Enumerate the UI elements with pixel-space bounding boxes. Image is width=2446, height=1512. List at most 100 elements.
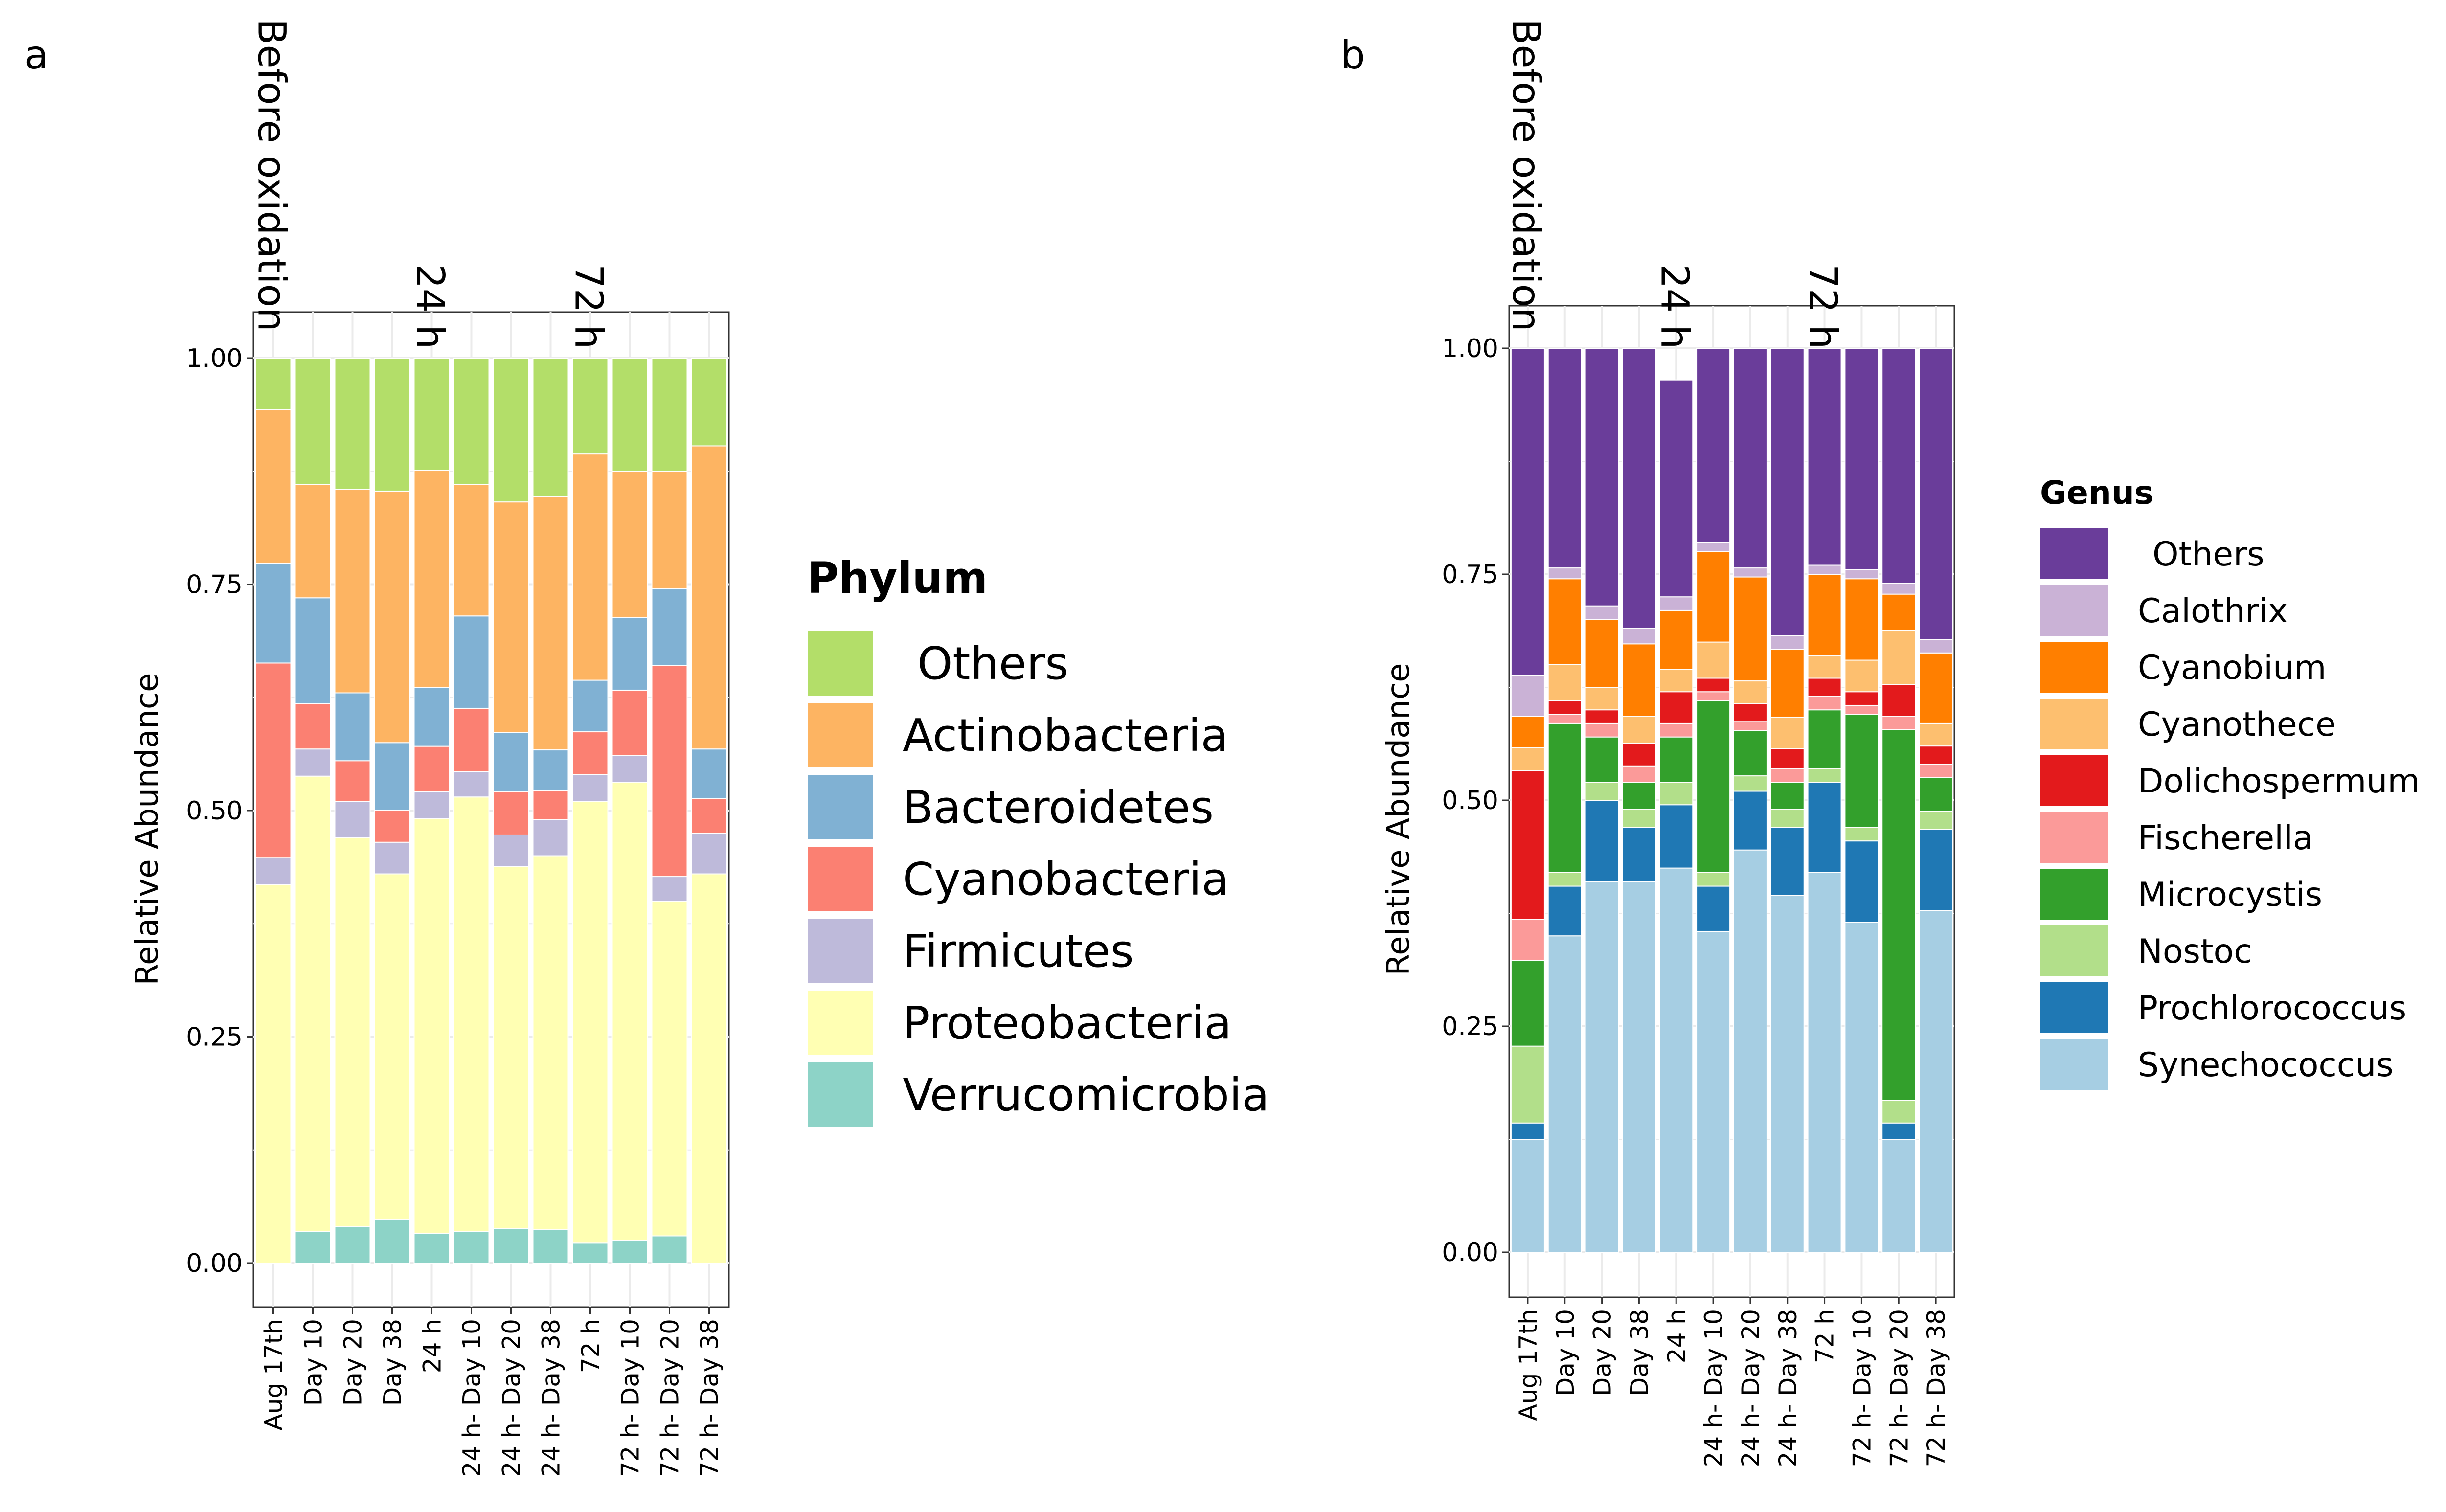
bar-segment-verrucomicrobia — [413, 1232, 450, 1264]
x-tick-label-24-h-day-38: 24 h- Day 38 — [537, 1319, 566, 1477]
bar-segment-microcystis — [1807, 709, 1842, 769]
bar-segment-cyanobium — [1919, 652, 1953, 724]
bar-stack-72-h-day-10 — [612, 358, 648, 1264]
bar-segment-cyanobium — [1659, 609, 1694, 670]
bar-segment-fischerella — [1510, 919, 1545, 961]
bar-segment-microcystis — [1696, 700, 1731, 873]
bar-segment-actinobacteria — [493, 501, 529, 733]
bar-segment-cyanobacteria — [453, 707, 490, 772]
bar-segment-cyanothece — [1770, 716, 1805, 749]
panel-a-x-ticks: Aug 17th Day 10 Day 20 Day 38 24 h 24 h- Day … — [260, 1307, 724, 1477]
legend-swatch-fischerella — [2040, 812, 2108, 863]
bar-segment-others — [1510, 348, 1545, 676]
bar-segment-calothrix — [1807, 564, 1842, 575]
x-tick-label-day-38: Day 38 — [379, 1319, 407, 1406]
bar-stack-72-h-day-10 — [1844, 348, 1879, 1253]
bar-segment-nostoc — [1622, 809, 1656, 828]
bar-segment-cyanobium — [1807, 574, 1842, 656]
bar-segment-fischerella — [1881, 716, 1916, 730]
bar-segment-synechococcus — [1696, 930, 1731, 1253]
bar-segment-bacteroidetes — [612, 617, 648, 691]
bar-segment-microcystis — [1585, 736, 1619, 783]
bar-segment-nostoc — [1510, 1045, 1545, 1124]
bar-segment-bacteroidetes — [572, 679, 609, 733]
bar-segment-microcystis — [1622, 782, 1656, 810]
bar-segment-microcystis — [1733, 730, 1767, 777]
bar-segment-microcystis — [1919, 777, 1953, 812]
bar-segment-fischerella — [1659, 722, 1694, 738]
y-tick-label: 0.00 — [186, 1249, 243, 1278]
bar-segment-others — [572, 358, 609, 455]
bar-segment-dolichospermum — [1770, 748, 1805, 769]
bar-segment-prochlorococcus — [1659, 804, 1694, 869]
legend-swatch-cyanothece — [2040, 699, 2108, 749]
legend-label-verrucomicrobia: Verrucomicrobia — [903, 1069, 1269, 1121]
bar-segment-others — [1547, 348, 1582, 569]
bar-segment-cyanobacteria — [651, 665, 688, 878]
x-tick-label-day-10: Day 10 — [299, 1319, 328, 1406]
legend-label-firmicutes: Firmicutes — [903, 925, 1134, 977]
bar-stack-aug-17th — [255, 358, 292, 1264]
bar-segment-fischerella — [1585, 722, 1619, 738]
legend-swatch-calothrix — [2040, 585, 2108, 636]
bar-segment-actinobacteria — [255, 409, 292, 564]
bar-segment-others — [1919, 348, 1953, 640]
bar-segment-actinobacteria — [651, 471, 688, 589]
y-tick-label: 1.00 — [1442, 334, 1498, 363]
bar-segment-cyanothece — [1807, 655, 1842, 679]
bar-segment-prochlorococcus — [1510, 1122, 1545, 1140]
bar-segment-cyanobium — [1547, 578, 1582, 665]
annotation-before-oxidation: Before oxidation — [249, 19, 294, 332]
bar-segment-others — [1622, 348, 1656, 629]
legend-swatch-verrucomicrobia — [808, 1062, 873, 1127]
bar-segment-dolichospermum — [1547, 700, 1582, 715]
bar-segment-calothrix — [1547, 567, 1582, 580]
bar-segment-firmicutes — [572, 774, 609, 802]
bar-segment-proteobacteria — [255, 884, 292, 1264]
bar-segment-dolichospermum — [1622, 743, 1656, 767]
bar-segment-nostoc — [1696, 872, 1731, 887]
legend-label-others: Others — [917, 637, 1068, 690]
bar-stack-24-h — [1659, 379, 1694, 1253]
bar-segment-firmicutes — [294, 748, 331, 777]
bar-segment-others — [493, 358, 529, 503]
legend-label-fischerella: Fischerella — [2138, 819, 2313, 858]
x-tick-label-day-20: Day 20 — [339, 1319, 367, 1406]
bar-segment-cyanothece — [1696, 641, 1731, 679]
bar-segment-calothrix — [1510, 675, 1545, 717]
legend-swatch-cyanobium — [2040, 642, 2108, 693]
bar-segment-firmicutes — [374, 841, 410, 875]
bar-segment-actinobacteria — [612, 471, 648, 618]
legend-swatch-firmicutes — [808, 919, 873, 983]
legend-label-proteobacteria: Proteobacteria — [903, 997, 1232, 1049]
bar-segment-bacteroidetes — [651, 588, 688, 666]
bar-segment-dolichospermum — [1881, 684, 1916, 717]
legend-title: Genus — [2040, 474, 2153, 512]
bar-stack-day-10 — [294, 358, 331, 1264]
y-tick-label: 0.75 — [1442, 560, 1498, 589]
bar-segment-others — [651, 358, 688, 472]
bar-segment-cyanothece — [1881, 630, 1916, 685]
bar-segment-microcystis — [1770, 782, 1805, 810]
legend-swatch-others — [808, 631, 873, 696]
bar-segment-bacteroidetes — [532, 749, 569, 791]
legend-label-microcystis: Microcystis — [2138, 876, 2322, 914]
panel-a-annotations: Before oxidation 24 h 72 h — [249, 19, 611, 349]
bar-segment-verrucomicrobia — [294, 1231, 331, 1264]
annotation-72-h: 72 h — [566, 264, 611, 349]
bar-segment-prochlorococcus — [1881, 1122, 1916, 1140]
bar-segment-cyanothece — [1919, 722, 1953, 747]
legend-swatch-prochlorococcus — [2040, 982, 2108, 1033]
bar-segment-prochlorococcus — [1622, 827, 1656, 882]
x-tick-label-72-h: 72 h — [1811, 1309, 1839, 1363]
legend-label-cyanothece: Cyanothece — [2138, 705, 2336, 744]
bar-segment-prochlorococcus — [1770, 827, 1805, 896]
bar-stack-day-38 — [1622, 348, 1656, 1253]
bar-segment-prochlorococcus — [1733, 790, 1767, 851]
bar-segment-nostoc — [1733, 775, 1767, 792]
bar-segment-cyanobacteria — [493, 791, 529, 835]
bar-segment-cyanobium — [1696, 551, 1731, 643]
bar-segment-cyanobacteria — [532, 790, 569, 820]
bar-segment-proteobacteria — [453, 796, 490, 1232]
bar-segment-calothrix — [1844, 569, 1879, 580]
